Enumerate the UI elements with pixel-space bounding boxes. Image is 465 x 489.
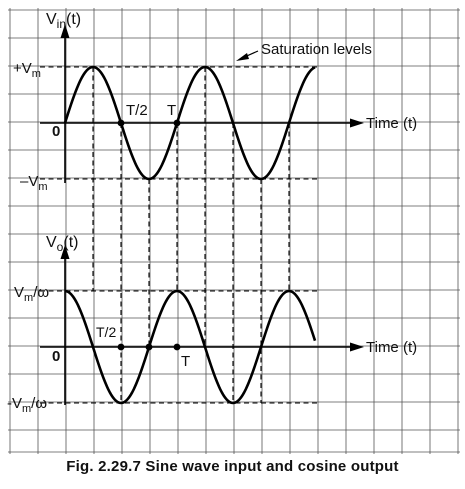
input-x-axis-label: Time (t) xyxy=(366,115,417,132)
figure-caption: Fig. 2.29.7 Sine wave input and cosine o… xyxy=(66,458,399,475)
saturation-levels-label: Saturation levels xyxy=(261,41,372,58)
input-axes xyxy=(40,36,352,183)
input-y-axis-label: Vin(t) xyxy=(46,11,81,31)
saturation-pointer-arrowhead xyxy=(236,53,249,61)
input-y-axis-arrow xyxy=(60,24,70,38)
input-period-dot xyxy=(173,119,181,127)
background-grid xyxy=(8,8,460,454)
output-positive-level-label: Vm/ω xyxy=(14,284,49,304)
output-period-label: T xyxy=(181,353,190,370)
output-period-dot xyxy=(173,343,181,351)
output-half-period-label: T/2 xyxy=(96,324,116,340)
output-x-axis-arrow xyxy=(350,342,364,352)
input-period-label: T xyxy=(167,102,176,119)
output-y-axis-label: Vo(t) xyxy=(46,234,78,254)
input-positive-level-label: +Vm xyxy=(13,60,41,80)
output-half-period-dot xyxy=(117,343,125,351)
output-origin-label: 0 xyxy=(52,348,60,365)
output-x-axis-label: Time (t) xyxy=(366,339,417,356)
input-negative-level-label: –Vm xyxy=(20,173,48,193)
output-negative-level-label: -Vm/ω xyxy=(7,395,47,415)
marker-dots xyxy=(117,119,181,351)
input-half-period-label: T/2 xyxy=(126,102,148,119)
input-origin-label: 0 xyxy=(52,123,60,140)
input-half-period-dot xyxy=(117,119,125,127)
output-mid-dot xyxy=(145,343,153,351)
output-cosine-waveform xyxy=(64,289,317,405)
input-sine-waveform xyxy=(63,65,316,181)
output-y-axis-arrow xyxy=(60,245,70,259)
input-x-axis-arrow xyxy=(350,118,364,128)
